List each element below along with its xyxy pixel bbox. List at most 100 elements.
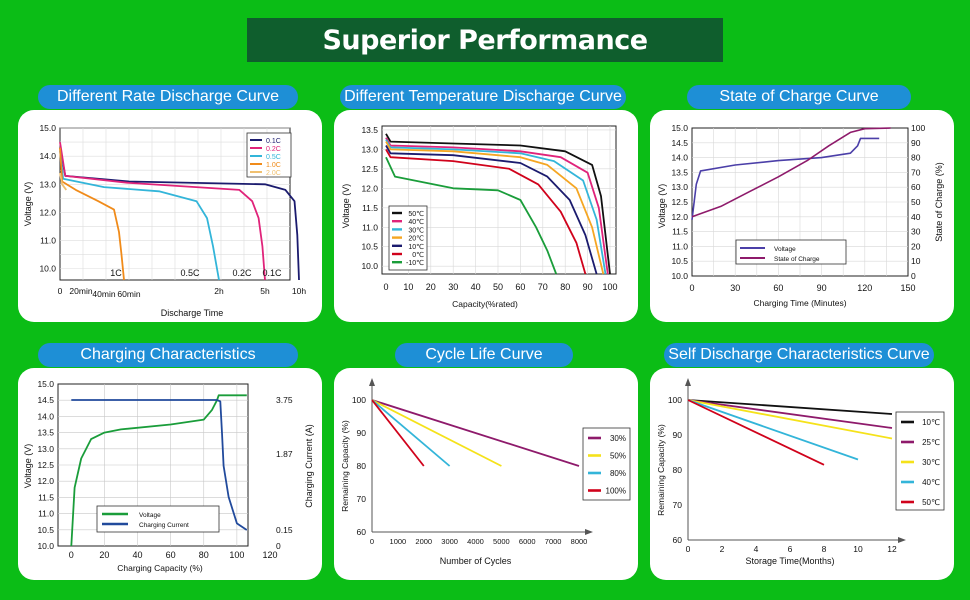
series-line xyxy=(385,133,611,275)
chart-panel: 13.5 13.0 12.5 12.0 11.5 11.0 10.5 10.0 0 10 20 30 4… xyxy=(334,110,638,322)
chart-panel: 15.0 14.5 14.0 13.5 13.0 12.5 12.0 11.5 11.0 10.5… xyxy=(650,110,954,322)
legend-label: 50℃ xyxy=(922,498,940,507)
x-axis-label: Storage Time(Months) xyxy=(745,556,834,566)
chart-panel: 100 90 80 70 60 0 1000 2000 3000 4000 5000 6000 7000… xyxy=(334,368,638,580)
chart-svg: 15.0 14.0 13.0 12.0 11.0 10.0 0 20min 40min 60min… xyxy=(23,123,306,318)
y-axis-label: Voltage (V) xyxy=(657,184,667,229)
legend-label: 1.0C xyxy=(266,162,281,169)
y-tick-label: 10.0 xyxy=(37,541,54,551)
legend-label: 30℃ xyxy=(922,458,940,467)
x-tick-label: 40min xyxy=(92,289,115,299)
x-tick-label: 10h xyxy=(292,286,306,296)
y-tick-label: 13.5 xyxy=(37,428,54,438)
x-tick-label: 0 xyxy=(686,544,691,554)
y-tick-label: 15.0 xyxy=(39,123,56,133)
x-tick-label: 50 xyxy=(493,282,503,292)
x-tick-label: 100 xyxy=(229,550,244,560)
y2-tick-label: 40 xyxy=(911,212,921,222)
chart-svg: 100 90 80 70 600 2 4 6 8 10 12 Storage Time(Months)… xyxy=(656,378,945,566)
y2-tick-label: 20 xyxy=(911,241,921,251)
x-tick-label: 120 xyxy=(857,283,872,293)
curve-label: 0.5C xyxy=(180,268,200,278)
chart-title-pill: State of Charge Curve xyxy=(687,85,911,109)
y2-tick-label: 50 xyxy=(911,197,921,207)
legend-label: 10℃ xyxy=(408,244,424,251)
y-tick-label: 12.0 xyxy=(37,476,54,486)
chart-panel: 15.0 14.0 13.0 12.0 11.0 10.0 0 20min 40min 60min… xyxy=(18,110,322,322)
x-axis-label: Charging Time (Minutes) xyxy=(753,298,846,308)
plot-frame xyxy=(381,125,617,275)
y-tick-label: 13.0 xyxy=(39,179,56,189)
x-tick-label: 2h xyxy=(214,286,224,296)
y-axis-label: Voltage (V) xyxy=(23,182,33,227)
legend-label: 50% xyxy=(610,452,626,461)
y-tick-label: 15.0 xyxy=(37,379,54,389)
x-tick-label: 80 xyxy=(199,550,209,560)
x-tick-label: 100 xyxy=(602,282,617,292)
y2-axis-label: State of Charge (%) xyxy=(934,162,944,242)
y2-tick-label: 30 xyxy=(911,227,921,237)
x-axis-label: Number of Cycles xyxy=(440,556,512,566)
x-tick-label: 80 xyxy=(560,282,570,292)
legend-label: 100% xyxy=(606,487,626,496)
x-tick-label: 5h xyxy=(260,286,270,296)
x-tick-label: 150 xyxy=(900,283,915,293)
y-tick-label: 14.5 xyxy=(671,138,688,148)
x-tick-label: 12 xyxy=(887,544,897,554)
y2-tick-label: 0.15 xyxy=(276,525,293,535)
x-tick-label: 70 xyxy=(538,282,548,292)
y-tick-label: 80 xyxy=(673,465,683,475)
x-tick-label: 8000 xyxy=(571,537,588,546)
series-line xyxy=(385,137,609,275)
x-axis-arrow xyxy=(898,537,906,543)
y-tick-label: 10.0 xyxy=(671,271,688,281)
y2-tick-label: 80 xyxy=(911,153,921,163)
x-tick-label: 20min xyxy=(69,286,92,296)
chart-title-pill: Self Discharge Characteristics Curve xyxy=(664,343,934,367)
legend-label: 80% xyxy=(610,469,626,478)
x-axis-label: Charging Capacity (%) xyxy=(117,563,203,573)
y-tick-label: 13.5 xyxy=(671,167,688,177)
legend-label: 50℃ xyxy=(408,211,424,218)
y-axis-label: Remaining Capacity (%) xyxy=(656,424,666,516)
x-tick-label: 30 xyxy=(448,282,458,292)
y-tick-label: 60 xyxy=(673,535,683,545)
y-tick-label: 13.0 xyxy=(361,144,378,154)
x-tick-label: 4000 xyxy=(467,537,484,546)
chart-panel: 15.0 14.5 14.0 13.5 13.0 12.5 12.0 11.5 11.0 10.5… xyxy=(18,368,322,580)
x-tick-label: 120 xyxy=(262,550,277,560)
series-line xyxy=(59,141,266,281)
series-line xyxy=(371,399,425,467)
legend-label: 0.5C xyxy=(266,154,281,161)
x-tick-label: 0 xyxy=(689,283,694,293)
x-tick-label: 60 xyxy=(166,550,176,560)
y-tick-label: 12.0 xyxy=(361,183,378,193)
y-tick-label: 12.5 xyxy=(37,460,54,470)
y-tick-label: 10.5 xyxy=(37,525,54,535)
y-tick-label: 12.5 xyxy=(361,164,378,174)
series-line xyxy=(371,399,502,467)
series-line xyxy=(59,147,125,281)
x-tick-label: 2 xyxy=(720,544,725,554)
x-tick-label: 60 xyxy=(773,283,783,293)
y-tick-label: 11.0 xyxy=(38,509,54,519)
series-line xyxy=(385,139,607,275)
y-tick-label: 14.0 xyxy=(39,151,56,161)
legend-label: Voltage xyxy=(774,246,796,253)
series-line xyxy=(59,150,220,281)
y-tick-label: 14.0 xyxy=(671,153,688,163)
y2-tick-label: 0 xyxy=(911,271,916,281)
curve-label: 0.1C xyxy=(262,268,282,278)
y-tick-label: 14.0 xyxy=(37,411,54,421)
series-line xyxy=(371,399,451,467)
y-tick-label: 12.0 xyxy=(671,212,688,222)
chart-title-pill: Different Rate Discharge Curve xyxy=(38,85,298,109)
x-tick-label: 60min xyxy=(117,289,140,299)
x-tick-label: 8 xyxy=(822,544,827,554)
x-tick-label: 40 xyxy=(132,550,142,560)
y-axis-arrow xyxy=(369,378,375,386)
legend-label: 30℃ xyxy=(408,227,424,234)
series-line xyxy=(385,141,605,275)
y-tick-label: 11.0 xyxy=(362,222,378,232)
y-tick-label: 13.0 xyxy=(37,444,54,454)
